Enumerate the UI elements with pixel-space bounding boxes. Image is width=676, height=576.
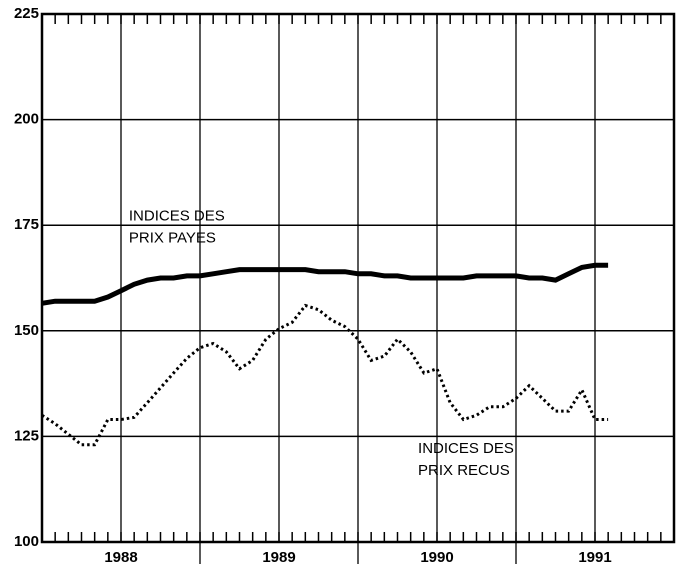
y-tick-label: 225 xyxy=(14,5,39,22)
y-tick-label: 100 xyxy=(14,533,39,550)
plot-frame xyxy=(40,12,676,544)
y-tick-label: 150 xyxy=(14,322,39,339)
annotation: INDICES DES xyxy=(129,208,225,225)
x-tick-label: 1988 xyxy=(104,549,137,566)
annotation: PRIX RECUS xyxy=(418,462,510,479)
y-tick-label: 175 xyxy=(14,216,39,233)
y-tick-label: 125 xyxy=(14,427,39,444)
annotation: PRIX PAYES xyxy=(129,230,216,247)
x-tick-label: 1990 xyxy=(420,549,453,566)
y-tick-label: 200 xyxy=(14,111,39,128)
annotation: INDICES DES xyxy=(418,440,514,457)
series-line xyxy=(41,262,609,306)
series-line xyxy=(41,303,609,447)
x-tick-label: 1991 xyxy=(578,549,611,566)
x-tick-label: 1989 xyxy=(262,549,295,566)
